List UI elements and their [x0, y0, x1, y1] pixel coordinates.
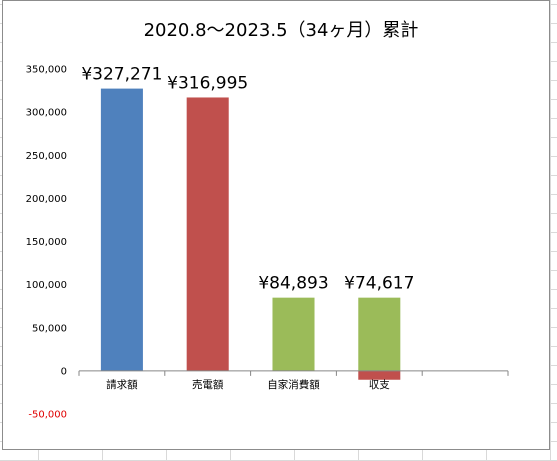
y-tick-label: 150,000 — [26, 237, 67, 248]
bars — [100, 88, 401, 380]
y-tick-label: 350,000 — [26, 65, 67, 76]
y-tick-label: -50,000 — [28, 410, 67, 421]
chart-title: 2020.8～2023.5（34ヶ月）累計 — [144, 20, 419, 41]
data-label: ¥316,995 — [167, 73, 248, 93]
y-tick-label: 200,000 — [26, 194, 67, 205]
data-label: ¥84,893 — [258, 274, 328, 294]
bar — [186, 97, 229, 371]
x-tick-label: 請求額 — [106, 378, 138, 391]
x-tick-label: 収支 — [369, 379, 390, 391]
x-tick-label: 売電額 — [192, 378, 224, 391]
bar — [358, 297, 401, 371]
data-labels: ¥327,271 ¥316,995 ¥84,893 ¥74,617 — [81, 65, 414, 294]
bar — [358, 370, 401, 380]
x-axis-labels: 請求額 売電額 自家消費額 収支 — [106, 378, 390, 391]
x-tick-label: 自家消費額 — [267, 378, 320, 391]
bar — [100, 88, 143, 371]
chart-area: 2020.8～2023.5（34ヶ月）累計 350,000 300,000 250,… — [2, 0, 550, 450]
y-tick-label: 300,000 — [26, 108, 67, 119]
y-tick-label: 0 — [61, 366, 67, 377]
y-tick-label: 250,000 — [26, 151, 67, 162]
data-label: ¥327,271 — [81, 65, 162, 85]
x-axis — [78, 370, 509, 376]
y-tick-label: 100,000 — [26, 280, 67, 291]
data-label: ¥74,617 — [344, 274, 414, 294]
bar — [272, 297, 315, 371]
y-tick-label: 50,000 — [32, 323, 67, 334]
bar-chart: 2020.8～2023.5（34ヶ月）累計 350,000 300,000 250,… — [26, 20, 509, 421]
y-axis-ticks: 350,000 300,000 250,000 200,000 150,000 100,0… — [26, 65, 67, 421]
